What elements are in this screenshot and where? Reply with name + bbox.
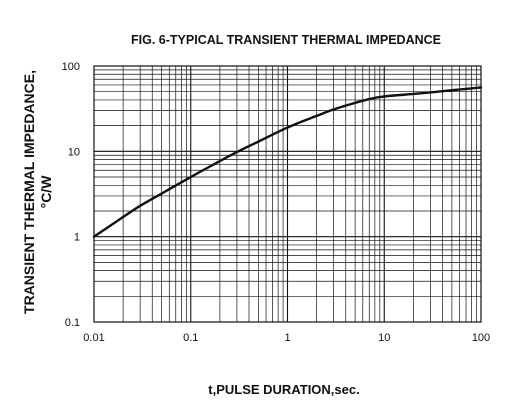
x-tick-label: 1: [284, 332, 290, 344]
y-axis-label-line2: °C/W: [38, 175, 54, 209]
x-tick-labels: 0.01 0.1 1 10 100: [83, 332, 490, 344]
y-tick-label: 0.1: [65, 317, 80, 329]
y-tick-label: 100: [62, 61, 80, 73]
plot-frame: [93, 65, 482, 323]
y-tick-label: 1: [74, 232, 80, 244]
y-tick-label: 10: [68, 146, 80, 158]
chart-title: FIG. 6-TYPICAL TRANSIENT THERMAL IMPEDAN…: [131, 33, 441, 47]
series-line: [92, 86, 483, 238]
x-tick-label: 100: [472, 332, 490, 344]
x-tick-label: 0.1: [183, 332, 198, 344]
y-axis-label: TRANSIENT THERMAL IMPEDANCE, °C/W: [21, 70, 54, 314]
y-axis-label-line1: TRANSIENT THERMAL IMPEDANCE,: [21, 70, 37, 314]
x-tick-label: 0.01: [83, 332, 104, 344]
x-tick-label: 10: [378, 332, 390, 344]
grid: [94, 66, 481, 322]
x-axis-label: t,PULSE DURATION,sec.: [208, 382, 359, 397]
y-tick-labels: 0.1 1 10 100: [62, 61, 80, 329]
